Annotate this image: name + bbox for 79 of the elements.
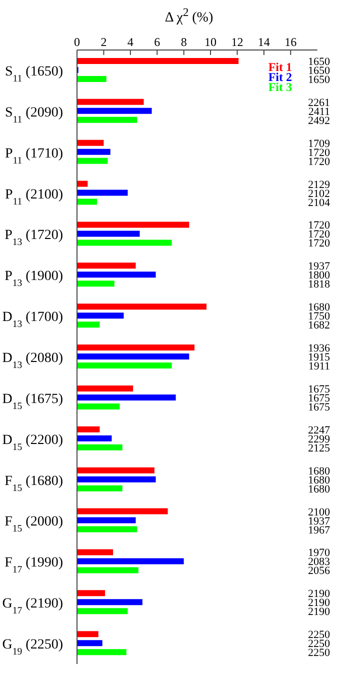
chart-title: Δ χ$^{2}$ (%) — [164, 6, 214, 27]
y-tick-label: F$_{15}$ (1680) — [4, 474, 64, 494]
bar — [77, 426, 100, 432]
annotation: 1720 — [308, 238, 330, 250]
bar — [77, 631, 98, 638]
bar — [77, 222, 190, 228]
bar — [77, 476, 156, 482]
bar — [77, 108, 152, 114]
x-tick-label: 6 — [154, 35, 160, 49]
bar — [77, 322, 100, 328]
bar — [77, 354, 190, 360]
bar — [77, 508, 168, 514]
bar — [77, 394, 176, 400]
y-tick-label: S$_{11}$ (2090) — [4, 105, 64, 125]
bar — [77, 262, 136, 269]
bar — [77, 549, 114, 556]
bar — [77, 180, 88, 187]
y-tick-label: F$_{17}$ (1990) — [4, 556, 64, 576]
bar — [77, 140, 104, 146]
bar — [77, 608, 128, 614]
bar — [77, 304, 207, 310]
y-tick-label: G$_{17}$ (2190) — [2, 596, 64, 616]
bar — [77, 240, 172, 246]
x-tick-label: 2 — [100, 35, 107, 49]
bar — [77, 526, 138, 532]
bar — [77, 98, 144, 105]
y-tick-label: S$_{11}$ (1650) — [4, 64, 64, 84]
bar — [77, 385, 134, 392]
bar — [77, 362, 172, 369]
bar — [77, 599, 142, 606]
bar — [77, 116, 138, 123]
bar — [77, 230, 140, 237]
bar — [77, 344, 194, 351]
bar — [77, 590, 106, 596]
bar — [77, 517, 136, 524]
annotation: 1911 — [308, 360, 330, 373]
bar — [77, 558, 184, 564]
bar — [77, 158, 108, 164]
bar — [77, 312, 124, 319]
bar — [77, 485, 122, 492]
annotation: 1650 — [308, 74, 330, 86]
bar — [77, 58, 239, 64]
y-tick-label: F$_{15}$ (2000) — [4, 514, 64, 534]
y-tick-label: D$_{15}$ (2200) — [2, 432, 64, 452]
annotation: 1650 — [308, 65, 330, 77]
x-tick-label: 16 — [284, 35, 297, 49]
bar — [77, 198, 98, 205]
bar — [77, 567, 138, 574]
x-tick-label: 0 — [74, 35, 80, 49]
bar — [77, 467, 154, 474]
annotation: 2056 — [308, 565, 330, 578]
annotation: 2190 — [308, 606, 330, 618]
x-tick-label: 14 — [258, 35, 270, 49]
x-tick-label: 4 — [127, 35, 134, 49]
bar — [77, 649, 126, 656]
y-tick-label: G$_{19}$ (2250) — [2, 638, 64, 658]
bar — [77, 190, 128, 196]
y-tick-label: D$_{15}$ (1675) — [2, 392, 64, 412]
bar — [77, 403, 120, 410]
bar — [77, 640, 102, 646]
y-tick-label: P$_{11}$ (1710) — [4, 146, 64, 166]
bar — [77, 272, 156, 278]
y-tick-label: P$_{11}$ (2100) — [4, 187, 64, 207]
y-tick-label: P$_{13}$ (1900) — [4, 269, 64, 289]
annotation: 2250 — [308, 647, 330, 660]
annotation: 1650 — [308, 56, 330, 68]
annotation: 1682 — [308, 320, 330, 332]
bar — [77, 280, 114, 287]
x-tick-label: 8 — [180, 35, 187, 49]
bar — [77, 444, 122, 450]
annotation: 1818 — [308, 278, 330, 291]
x-tick-label: 10 — [204, 35, 217, 49]
y-tick-label: D$_{13}$ (1700) — [2, 310, 64, 330]
bar — [77, 148, 110, 155]
bar — [77, 76, 106, 82]
bar — [77, 435, 112, 442]
y-tick-label: P$_{13}$ (1720) — [4, 228, 64, 248]
x-tick-label: 12 — [231, 35, 244, 49]
y-tick-label: D$_{13}$ (2080) — [2, 351, 64, 370]
